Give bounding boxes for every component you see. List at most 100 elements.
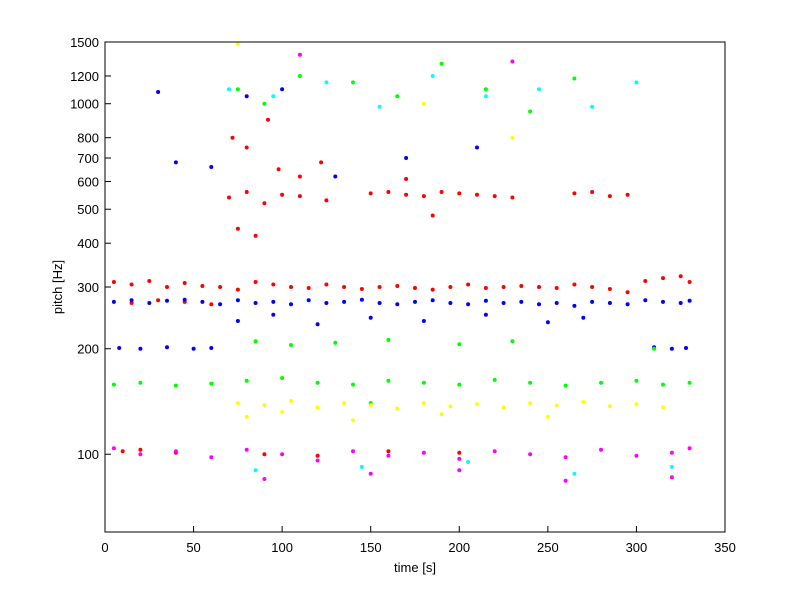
data-point — [669, 464, 674, 469]
data-point — [297, 52, 302, 57]
data-point — [235, 87, 240, 92]
data-point — [244, 190, 249, 194]
data-point — [457, 450, 462, 455]
data-point — [368, 315, 373, 320]
data-point — [581, 399, 586, 404]
data-point — [271, 94, 276, 99]
data-point — [430, 213, 435, 218]
data-point — [280, 410, 285, 414]
data-point — [289, 398, 293, 403]
data-point — [457, 468, 462, 473]
data-point — [351, 418, 355, 423]
data-point — [537, 302, 541, 307]
data-point — [457, 456, 462, 461]
data-point — [138, 452, 143, 457]
data-point — [200, 284, 205, 288]
data-point — [607, 301, 612, 305]
data-point — [501, 301, 506, 305]
data-point — [111, 299, 116, 304]
data-point — [324, 282, 329, 287]
plot-points — [111, 42, 692, 483]
series-4 — [111, 52, 692, 483]
data-point — [280, 452, 285, 457]
data-point — [563, 383, 568, 388]
data-point — [342, 401, 347, 405]
data-point — [661, 299, 665, 304]
data-point — [218, 302, 223, 307]
data-point — [572, 191, 577, 196]
series-3 — [235, 42, 665, 423]
data-point — [253, 233, 258, 238]
data-point — [156, 90, 161, 94]
data-point — [138, 346, 143, 351]
data-point — [262, 201, 267, 206]
data-point — [643, 298, 648, 303]
data-point — [218, 285, 223, 289]
data-point — [342, 285, 347, 289]
data-point — [319, 160, 324, 165]
data-point — [395, 406, 400, 411]
y-axis-title: pitch [Hz] — [50, 260, 65, 314]
data-point — [324, 80, 329, 85]
data-point — [475, 192, 479, 197]
data-point — [276, 167, 281, 172]
data-point — [669, 450, 674, 455]
data-point — [266, 117, 270, 122]
data-point — [652, 346, 657, 351]
data-point — [634, 402, 639, 407]
data-point — [625, 302, 630, 307]
series-5 — [227, 74, 674, 476]
data-point — [147, 301, 152, 305]
data-point — [421, 194, 426, 199]
data-point — [607, 194, 612, 199]
data-point — [599, 380, 603, 385]
data-point — [572, 282, 577, 287]
data-point — [377, 104, 382, 109]
series-2 — [111, 61, 692, 405]
data-point — [156, 298, 161, 303]
data-point — [483, 312, 488, 317]
data-point — [253, 280, 258, 284]
x-tick-label: 150 — [360, 540, 382, 555]
data-point — [510, 195, 515, 200]
data-point — [430, 298, 435, 303]
data-point — [209, 346, 214, 350]
data-point — [457, 382, 462, 387]
y-tick-label: 100 — [77, 447, 99, 462]
x-tick-label: 350 — [714, 540, 736, 555]
data-point — [643, 279, 648, 283]
x-tick-label: 50 — [186, 540, 200, 555]
data-point — [173, 449, 178, 454]
data-point — [475, 145, 479, 150]
data-point — [209, 455, 214, 460]
data-point — [687, 380, 692, 385]
data-point — [421, 101, 426, 106]
data-point — [271, 312, 276, 317]
data-point — [537, 285, 541, 289]
data-point — [395, 94, 400, 99]
data-point — [572, 303, 577, 308]
data-point — [669, 346, 674, 351]
data-point — [554, 301, 559, 305]
data-point — [333, 340, 338, 345]
data-point — [235, 401, 240, 405]
data-point — [528, 109, 533, 114]
data-point — [289, 343, 293, 347]
data-point — [599, 447, 603, 452]
data-point — [563, 478, 568, 483]
data-point — [483, 87, 488, 92]
data-point — [147, 279, 152, 283]
data-point — [315, 458, 320, 463]
data-point — [377, 301, 382, 305]
data-point — [421, 450, 426, 455]
data-point — [129, 282, 134, 287]
data-point — [315, 453, 320, 458]
data-point — [421, 401, 426, 405]
data-point — [572, 76, 577, 81]
data-point — [138, 447, 143, 452]
y-tick-label: 200 — [77, 342, 99, 357]
data-point — [483, 298, 488, 303]
data-point — [306, 298, 311, 303]
data-point — [315, 405, 320, 410]
